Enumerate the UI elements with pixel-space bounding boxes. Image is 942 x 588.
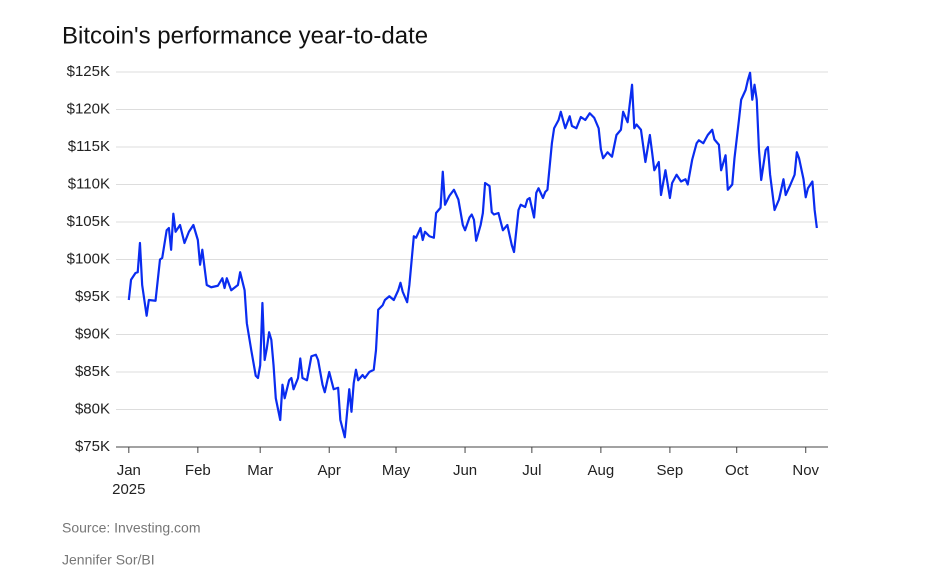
y-tick-label: $100K: [67, 250, 110, 267]
y-tick-label: $125K: [67, 63, 110, 80]
y-tick-label: $95K: [75, 288, 110, 305]
x-axis-year: 2025: [112, 481, 145, 498]
credit: Jennifer Sor/BI: [62, 552, 155, 568]
y-tick-label: $105K: [67, 213, 110, 230]
x-tick-label: Mar: [247, 462, 273, 479]
y-tick-label: $75K: [75, 438, 110, 455]
y-tick-label: $90K: [75, 325, 110, 342]
y-tick-label: $120K: [67, 100, 110, 117]
y-tick-label: $115K: [68, 138, 110, 155]
x-tick-label: Nov: [792, 462, 819, 479]
x-tick-label: Aug: [588, 462, 615, 479]
x-tick-label: Jul: [522, 462, 541, 479]
x-tick-label: Apr: [318, 462, 341, 479]
x-tick-label: Jun: [453, 462, 477, 479]
y-tick-label: $110K: [68, 175, 110, 192]
x-tick-label: May: [382, 462, 411, 479]
y-tick-label: $85K: [75, 363, 110, 380]
x-tick-label: Feb: [185, 462, 211, 479]
x-tick-label: Jan: [117, 462, 141, 479]
x-tick-label: Sep: [657, 462, 684, 479]
y-tick-label: $80K: [75, 400, 110, 417]
chart-title: Bitcoin's performance year-to-date: [62, 22, 428, 49]
source: Source: Investing.com: [62, 520, 201, 536]
x-tick-label: Oct: [725, 462, 749, 479]
price-line: [127, 71, 818, 439]
